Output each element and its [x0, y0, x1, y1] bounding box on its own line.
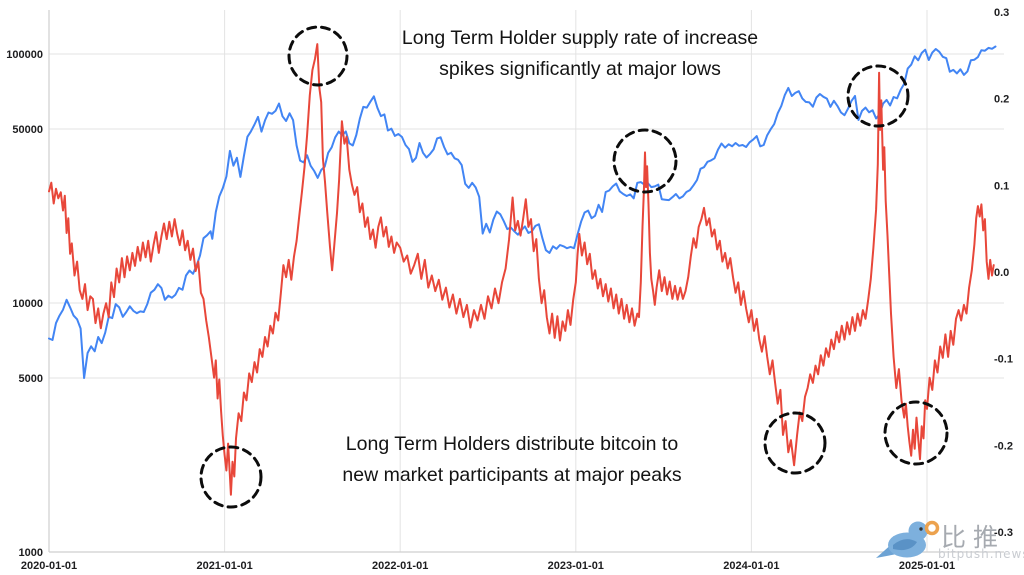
highlight-circle-major-peak-jan-2021 — [199, 445, 263, 509]
annotation-major-lows: Long Term Holder supply rate of increase… — [402, 23, 758, 85]
right-axis-tick-label: 0.0 — [994, 267, 1009, 279]
annotation-major-peaks: Long Term Holders distribute bitcoin to … — [342, 429, 681, 491]
highlight-circle-major-low-mid-2021 — [287, 25, 349, 87]
annotation-major-peaks-line1: Long Term Holders distribute bitcoin to — [345, 433, 679, 455]
orange-ring-icon — [924, 520, 940, 536]
gridlines — [48, 10, 1004, 552]
right-axis-tick-label: -0.2 — [994, 440, 1013, 452]
watermark-domain: bitpush.news — [938, 547, 1024, 561]
right-axis-tick-label: 0.1 — [994, 180, 1009, 192]
bird-icon — [876, 521, 935, 558]
axis-labels: 2020-01-01 2021-01-01 2022-01-01 2023-01-01… — [6, 7, 1013, 572]
left-axis-tick-label: 50000 — [12, 124, 43, 136]
highlight-circle-major-peak-early-2024 — [763, 411, 827, 475]
highlight-circles — [199, 25, 949, 509]
annotation-major-peaks-line2: new market participants at major peaks — [342, 464, 682, 486]
watermark-brand: 比推 — [941, 523, 1005, 552]
right-axis-tick-label: 0.2 — [994, 94, 1009, 106]
annotation-major-lows-line2: spikes significantly at major lows — [439, 58, 721, 80]
lth-supply-rate-of-increase-line — [48, 43, 995, 496]
right-axis-tick-label: -0.3 — [994, 527, 1013, 539]
highlight-circle-major-low-late-2024 — [846, 64, 910, 128]
highlight-circle-major-low-mid-2023 — [612, 128, 678, 194]
x-axis-tick-label: 2025-01-01 — [899, 560, 955, 572]
watermark: 比推 bitpush.news — [876, 520, 1024, 561]
right-axis-tick-label: 0.3 — [994, 7, 1009, 19]
highlight-circle-major-peak-dec-2024 — [883, 400, 949, 466]
left-axis-tick-label: 10000 — [12, 298, 43, 310]
left-axis-tick-label: 100000 — [6, 49, 43, 61]
series-lines — [48, 43, 997, 496]
x-axis-tick-label: 2020-01-01 — [21, 560, 77, 572]
x-axis-tick-label: 2022-01-01 — [372, 560, 428, 572]
left-axis-tick-label: 1000 — [19, 547, 43, 559]
right-axis-tick-label: -0.1 — [994, 354, 1013, 366]
x-axis-tick-label: 2021-01-01 — [196, 560, 252, 572]
x-axis-tick-label: 2023-01-01 — [548, 560, 604, 572]
x-axis-tick-label: 2024-01-01 — [723, 560, 779, 572]
left-axis-tick-label: 5000 — [19, 373, 43, 385]
annotation-major-lows-line1: Long Term Holder supply rate of increase — [401, 27, 759, 49]
